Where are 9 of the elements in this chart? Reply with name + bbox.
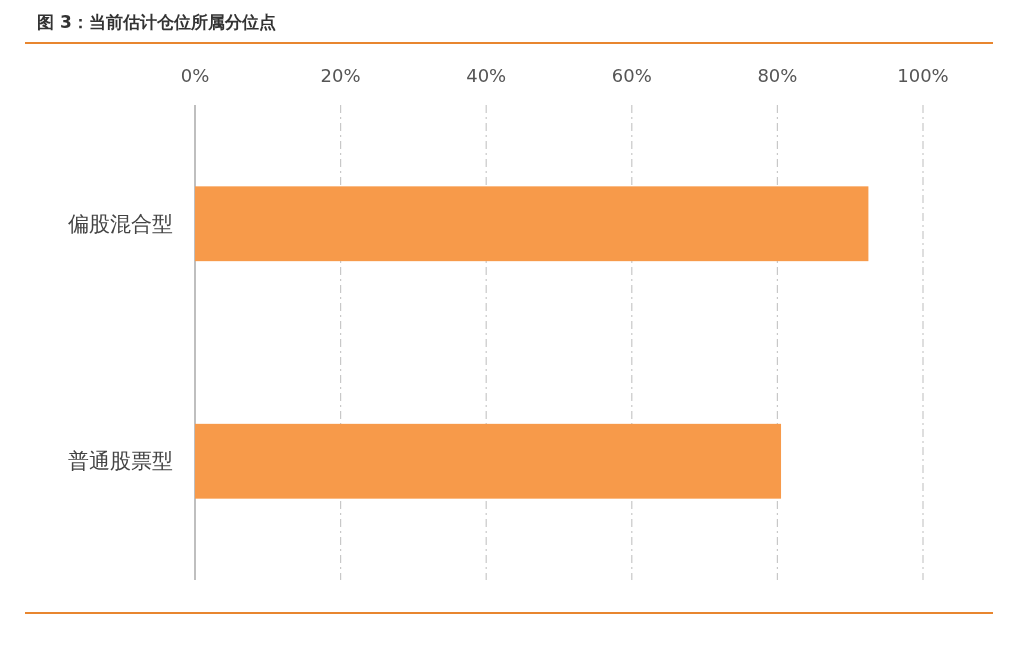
y-tick-label: 普通股票型	[68, 449, 173, 474]
x-tick-label: 40%	[466, 65, 507, 86]
x-tick-label: 100%	[897, 65, 949, 86]
x-tick-label: 0%	[180, 65, 210, 86]
chart-title: 图 3：当前估计仓位所属分位点	[37, 12, 276, 32]
x-tick-label: 80%	[757, 65, 798, 86]
y-tick-label: 偏股混合型	[68, 211, 173, 236]
x-tick-label: 60%	[611, 65, 652, 86]
x-tick-label: 20%	[320, 65, 361, 86]
